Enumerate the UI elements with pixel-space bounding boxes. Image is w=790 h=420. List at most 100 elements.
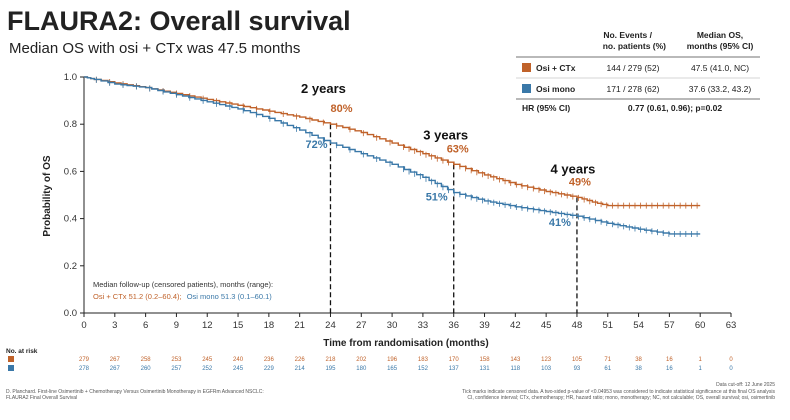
milestone-pct-osi-ctx-36: 63% <box>447 143 469 155</box>
legend-swatch-osi-mono <box>522 84 531 93</box>
footer-left-1: D. Planchard. First-line Osimertinib + C… <box>6 389 264 395</box>
legend-swatch-osi-ctx <box>522 63 531 72</box>
x-tick-label: 45 <box>541 320 552 331</box>
table-header-median-2: months (95% CI) <box>687 41 754 51</box>
at-risk-osi-ctx: 38 <box>635 357 642 363</box>
x-tick-label: 18 <box>264 320 275 331</box>
at-risk-osi-ctx: 240 <box>233 357 244 363</box>
x-tick-label: 12 <box>202 320 213 331</box>
at-risk-swatch-osi-ctx <box>8 356 14 362</box>
table-events-osi-mono: 171 / 278 (62) <box>607 84 660 94</box>
x-tick-label: 3 <box>112 320 117 331</box>
x-tick-label: 63 <box>726 320 737 331</box>
milestone-pct-osi-mono-48: 41% <box>549 217 571 229</box>
milestone-pct-osi-ctx-48: 49% <box>569 176 591 188</box>
milestone-pct-osi-mono-24: 72% <box>305 139 327 151</box>
at-risk-osi-mono: 152 <box>418 366 429 372</box>
y-axis-title: Probability of OS <box>42 155 53 236</box>
table-header-events-2: no. patients (%) <box>603 41 666 51</box>
x-tick-label: 30 <box>387 320 398 331</box>
censor-ticks-osi-mono <box>95 76 698 237</box>
at-risk-osi-ctx: 267 <box>110 357 121 363</box>
at-risk-osi-ctx: 0 <box>729 357 733 363</box>
milestone-year-36: 3 years <box>423 127 468 142</box>
milestone-pct-osi-mono-36: 51% <box>426 192 448 204</box>
table-median-osi-ctx: 47.5 (41.0, NC) <box>691 63 749 73</box>
table-hr-value: 0.77 (0.61, 0.96); p=0.02 <box>628 103 723 113</box>
x-tick-label: 39 <box>479 320 490 331</box>
slide-subtitle: Median OS with osi + CTx was 47.5 months <box>9 40 301 57</box>
x-tick-label: 27 <box>356 320 367 331</box>
at-risk-osi-ctx: 226 <box>295 357 306 363</box>
milestone-year-48: 4 years <box>551 161 596 176</box>
x-tick-label: 54 <box>633 320 644 331</box>
at-risk-osi-mono: 229 <box>264 366 275 372</box>
footer-left-2: FLAURA2 Final Overall Survival <box>6 395 77 401</box>
x-tick-label: 51 <box>602 320 613 331</box>
at-risk-osi-mono: 165 <box>387 366 398 372</box>
at-risk-osi-ctx: 245 <box>202 357 213 363</box>
at-risk-osi-mono: 93 <box>574 366 581 372</box>
footer-right-0: Data cut-off: 12 June 2025 <box>716 382 775 388</box>
table-arm-osi-mono: Osi mono <box>536 84 575 94</box>
slide-title: FLAURA2: Overall survival <box>7 6 351 36</box>
table-hr-label: HR (95% CI) <box>522 103 570 113</box>
footer-right-1: Tick marks indicate censored data. A two… <box>462 389 775 395</box>
at-risk-layer: 279 267 258 253 245 240 236 226 218 202 196 183 170 1… <box>79 357 733 372</box>
x-tick-label: 21 <box>294 320 305 331</box>
at-risk-osi-mono: 257 <box>171 366 182 372</box>
y-tick-label: 0.8 <box>64 119 77 130</box>
table-events-osi-ctx: 144 / 279 (52) <box>607 63 660 73</box>
x-tick-label: 48 <box>572 320 583 331</box>
curve-layer <box>84 76 701 237</box>
x-tick-label: 24 <box>325 320 336 331</box>
x-tick-label: 42 <box>510 320 521 331</box>
at-risk-osi-mono: 118 <box>511 366 521 372</box>
y-tick-label: 0.6 <box>64 166 77 177</box>
at-risk-osi-ctx: 1 <box>699 357 703 363</box>
milestone-year-24: 2 years <box>301 81 346 96</box>
followup-note-line1: Median follow-up (censored patients), mo… <box>93 280 273 289</box>
at-risk-osi-mono: 16 <box>666 366 673 372</box>
followup-osi-ctx: Osi + CTx 51.2 (0.2–60.4); <box>93 292 182 301</box>
table-header-events-1: No. Events / <box>603 30 652 40</box>
at-risk-osi-mono: 137 <box>449 366 460 372</box>
at-risk-osi-ctx: 71 <box>604 357 611 363</box>
at-risk-swatch-osi-mono <box>8 365 14 371</box>
table-arm-osi-ctx: Osi + CTx <box>536 63 576 73</box>
at-risk-osi-ctx: 105 <box>572 357 583 363</box>
summary-table: No. Events / no. patients (%) Median OS,… <box>516 30 760 113</box>
followup-osi-mono: Osi mono 51.3 (0.1–60.1) <box>187 292 273 301</box>
at-risk-osi-mono: 252 <box>202 366 213 372</box>
at-risk-osi-ctx: 202 <box>356 357 367 363</box>
y-tick-label: 0.2 <box>64 261 77 272</box>
x-tick-label: 60 <box>695 320 706 331</box>
followup-note-line2: Osi + CTx 51.2 (0.2–60.4); Osi mono 51.3… <box>93 292 272 301</box>
at-risk-osi-ctx: 258 <box>141 357 152 363</box>
at-risk-osi-mono: 267 <box>110 366 121 372</box>
x-tick-label: 36 <box>448 320 459 331</box>
at-risk-osi-mono: 103 <box>541 366 552 372</box>
at-risk-osi-ctx: 183 <box>418 357 429 363</box>
x-tick-label: 33 <box>418 320 429 331</box>
at-risk-osi-mono: 195 <box>325 366 336 372</box>
at-risk-osi-mono: 278 <box>79 366 90 372</box>
at-risk-title: No. at risk <box>6 348 38 355</box>
axes: 0.00.20.40.60.81.00 3 6 9 12 15 18 21 24 27 30 33 36… <box>64 72 737 331</box>
at-risk-osi-ctx: 143 <box>510 357 521 363</box>
at-risk-osi-ctx: 253 <box>171 357 182 363</box>
milestone-pct-osi-ctx-24: 80% <box>330 103 352 115</box>
at-risk-osi-ctx: 218 <box>325 357 336 363</box>
y-tick-label: 0.0 <box>64 308 77 319</box>
at-risk-osi-mono: 1 <box>699 366 703 372</box>
at-risk-osi-mono: 260 <box>141 366 152 372</box>
x-tick-label: 9 <box>174 320 179 331</box>
at-risk-osi-ctx: 279 <box>79 357 90 363</box>
footer-right-2: CI, confidence interval; CTx, chemothera… <box>467 395 775 401</box>
at-risk-osi-ctx: 196 <box>387 357 398 363</box>
at-risk-osi-mono: 180 <box>356 366 367 372</box>
at-risk-osi-mono: 61 <box>604 366 611 372</box>
x-axis-title: Time from randomisation (months) <box>323 338 488 349</box>
at-risk-osi-ctx: 236 <box>264 357 275 363</box>
